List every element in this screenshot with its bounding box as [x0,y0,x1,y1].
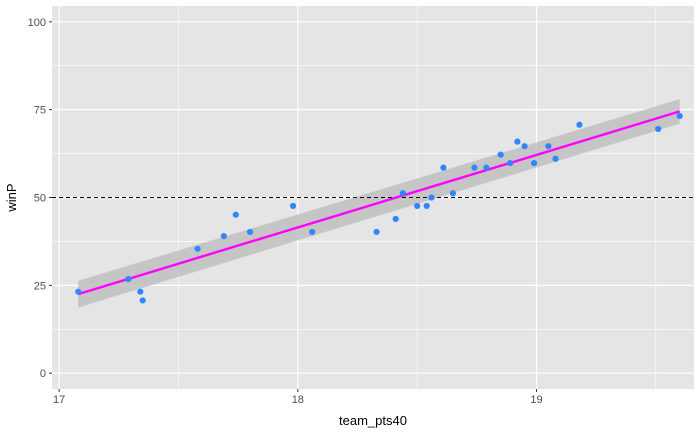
axes: 17 18 19 0 25 50 75 100 [28,17,543,406]
data-point [246,228,254,236]
y-axis-title: winP [4,183,19,212]
data-point [75,288,82,295]
y-tick-label: 25 [34,280,46,292]
data-point [497,151,504,158]
data-point [392,215,399,223]
data-point [309,228,316,236]
data-point [576,121,583,128]
data-point [440,164,447,171]
data-point [289,202,297,210]
x-tick-label: 17 [53,394,65,406]
data-point [423,202,430,210]
data-point [139,297,146,304]
x-axis-title: team_pts40 [339,413,407,428]
data-points [75,112,683,304]
data-point [220,233,227,240]
data-point [514,138,521,145]
y-tick-label: 50 [34,193,46,205]
y-tick-label: 100 [28,17,46,29]
data-point [521,143,528,150]
trend-line-layer [77,110,681,296]
data-point [449,190,457,197]
data-point [194,245,201,252]
data-point [545,143,552,150]
data-point [483,164,490,171]
data-point [507,159,514,167]
data-point [373,228,380,236]
data-point [125,275,132,283]
x-tick-label: 18 [292,394,304,406]
data-point [232,211,239,218]
data-point [414,202,421,210]
trend-line [77,110,681,296]
data-point [676,112,683,120]
y-tick-label: 75 [34,105,46,117]
data-point [655,125,662,133]
data-point [399,190,406,197]
data-point [552,155,559,162]
data-point [428,194,435,201]
y-tick-label: 0 [40,368,46,380]
x-tick-label: 19 [530,394,542,406]
data-point [137,288,144,295]
data-point [530,159,538,167]
data-point [471,164,478,171]
